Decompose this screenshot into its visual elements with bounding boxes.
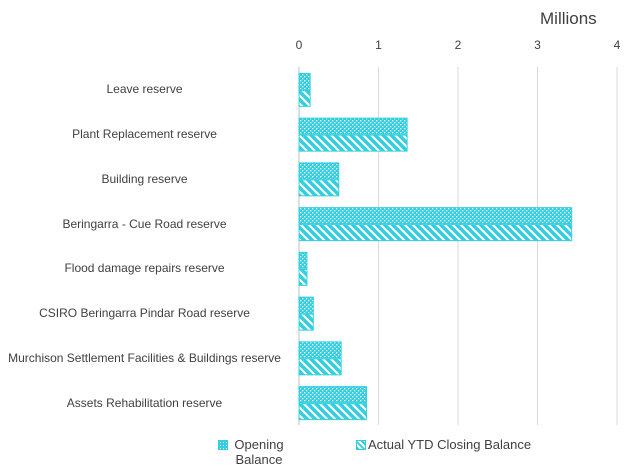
bar xyxy=(298,134,408,152)
bar xyxy=(298,341,342,359)
bar xyxy=(298,224,573,242)
bar xyxy=(298,89,311,107)
legend-item: Actual YTD Closing Balance xyxy=(356,437,596,452)
y-tick-label: Assets Rehabilitation reserve xyxy=(66,395,223,410)
legend-label: Opening Balance xyxy=(234,437,284,467)
bar xyxy=(298,72,311,90)
x-tick-label: 4 xyxy=(613,38,621,52)
bar xyxy=(298,296,314,314)
legend-item: Opening Balance xyxy=(218,437,288,467)
bar xyxy=(298,162,340,180)
x-tick-label: 1 xyxy=(375,38,382,52)
y-tick-label: CSIRO Beringarra Pindar Road reserve xyxy=(39,306,250,321)
legend-swatch xyxy=(218,440,228,450)
bar xyxy=(298,117,408,135)
bar xyxy=(298,268,308,286)
y-tick-label: Murchison Settlement Facilities & Buildi… xyxy=(8,350,281,365)
x-tick-label: 0 xyxy=(295,38,303,52)
x-tick-label: 3 xyxy=(534,38,541,52)
bar xyxy=(298,207,573,225)
legend-label: Actual YTD Closing Balance xyxy=(368,437,532,452)
x-tick-label: 2 xyxy=(454,38,462,52)
bar xyxy=(298,179,340,197)
axis-title: Millions xyxy=(540,9,597,28)
legend-swatch xyxy=(356,440,366,450)
bar xyxy=(298,403,368,421)
y-tick-label: Beringarra - Cue Road reserve xyxy=(62,216,227,231)
bar xyxy=(298,358,342,376)
y-tick-label: Building reserve xyxy=(101,171,188,186)
y-tick-label: Leave reserve xyxy=(106,82,183,97)
bar xyxy=(298,313,314,331)
bar xyxy=(298,251,308,269)
bar xyxy=(298,386,368,404)
y-tick-label: Flood damage repairs reserve xyxy=(64,261,225,276)
y-tick-label: Plant Replacement reserve xyxy=(72,127,217,142)
